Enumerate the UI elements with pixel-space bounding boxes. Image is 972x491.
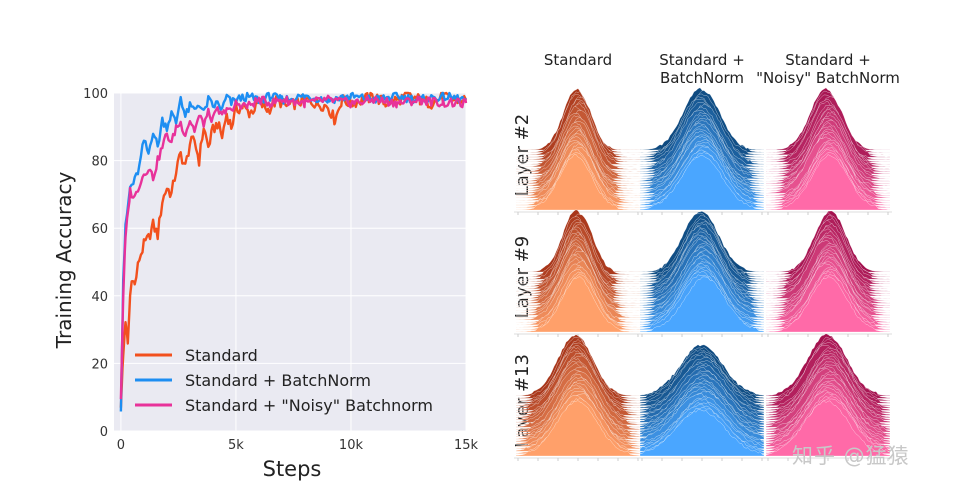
x-tick-label: 10k	[339, 438, 364, 453]
ridgeline-cells	[514, 87, 892, 461]
ridgeline-cell	[638, 87, 766, 215]
ridge-layer	[639, 409, 765, 457]
axis-ticks: 0 5k 10k 15k 0 20 40 60 80 100	[83, 87, 478, 453]
ridgeline-cell	[638, 344, 766, 461]
column-title: "Noisy" BatchNorm	[756, 69, 900, 87]
column-title: Standard +	[785, 51, 871, 69]
ridge-layer	[639, 154, 765, 211]
ridgeline-cell	[638, 211, 766, 337]
x-tick-label: 15k	[454, 438, 479, 453]
column-title: Standard +	[659, 51, 745, 69]
column-title: Standard	[544, 51, 612, 69]
y-tick-label: 40	[91, 290, 108, 305]
x-tick-label: 5k	[228, 438, 244, 453]
y-tick-label: 100	[83, 87, 108, 102]
y-tick-label: 0	[100, 425, 108, 440]
ridge-layer	[639, 276, 765, 333]
ridgeline-cell	[514, 88, 642, 215]
series-line-2	[119, 94, 468, 400]
plot-area	[114, 93, 466, 431]
y-tick-label: 60	[91, 222, 108, 237]
y-axis-label: Training Accuracy	[52, 172, 76, 350]
ridge-layer	[515, 153, 641, 211]
legend-label: Standard + "Noisy" Batchnorm	[185, 396, 433, 415]
ridgeline-cell	[764, 333, 892, 461]
ridge-layer	[515, 400, 641, 457]
column-title: BatchNorm	[660, 69, 744, 87]
ridgeline-cell	[514, 334, 642, 461]
x-axis-label: Steps	[263, 457, 322, 481]
ridgeline-cell	[514, 209, 642, 337]
ridgeline-cell	[764, 87, 892, 215]
legend-label: Standard	[185, 346, 258, 365]
ridge-layer	[765, 400, 891, 457]
legend-label: Standard + BatchNorm	[185, 371, 371, 390]
watermark: 知乎 @猛猿	[792, 444, 910, 468]
y-tick-label: 20	[91, 357, 108, 372]
series-line-1	[119, 91, 467, 412]
legend: Standard Standard + BatchNorm Standard + "…	[135, 346, 433, 415]
y-tick-label: 80	[91, 155, 108, 170]
x-tick-label: 0	[117, 438, 125, 453]
ridge-layer	[765, 276, 891, 333]
ridgeline-cell	[764, 210, 892, 337]
ridge-layer	[515, 276, 641, 333]
series-lines	[119, 91, 468, 412]
ridge-layer	[765, 154, 891, 211]
